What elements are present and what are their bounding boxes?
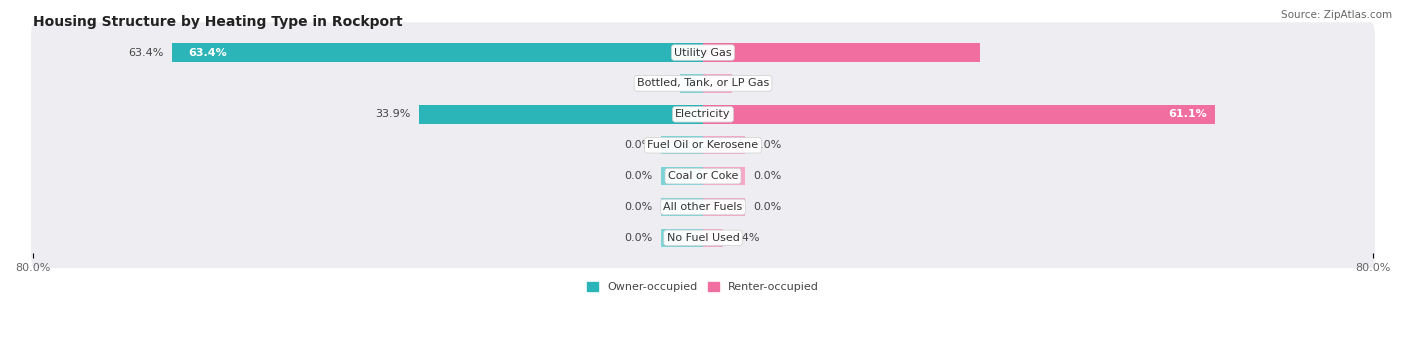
Bar	[661, 136, 703, 154]
Text: 2.4%: 2.4%	[731, 233, 761, 243]
FancyBboxPatch shape	[31, 208, 1375, 268]
Bar	[419, 105, 703, 123]
Text: 63.4%: 63.4%	[128, 47, 163, 58]
Text: 0.0%: 0.0%	[754, 171, 782, 181]
Text: 2.7%: 2.7%	[644, 78, 672, 88]
Bar	[703, 228, 723, 247]
Bar	[703, 74, 733, 93]
Bar	[661, 167, 703, 186]
Text: 0.0%: 0.0%	[624, 233, 652, 243]
Text: Source: ZipAtlas.com: Source: ZipAtlas.com	[1281, 10, 1392, 20]
Text: 0.0%: 0.0%	[754, 140, 782, 150]
Text: Bottled, Tank, or LP Gas: Bottled, Tank, or LP Gas	[637, 78, 769, 88]
Legend: Owner-occupied, Renter-occupied: Owner-occupied, Renter-occupied	[583, 278, 823, 295]
Text: 61.1%: 61.1%	[1168, 109, 1206, 119]
Text: 0.0%: 0.0%	[624, 202, 652, 212]
Text: Electricity: Electricity	[675, 109, 731, 119]
Text: 33.9%: 33.9%	[375, 109, 411, 119]
FancyBboxPatch shape	[31, 177, 1375, 237]
Bar	[703, 105, 1215, 123]
Bar	[681, 74, 703, 93]
FancyBboxPatch shape	[31, 53, 1375, 114]
Bar	[661, 198, 703, 216]
FancyBboxPatch shape	[31, 146, 1375, 206]
Bar	[661, 228, 703, 247]
Bar	[703, 198, 745, 216]
Text: 63.4%: 63.4%	[188, 47, 228, 58]
Text: All other Fuels: All other Fuels	[664, 202, 742, 212]
Text: 0.0%: 0.0%	[754, 202, 782, 212]
Bar	[172, 43, 703, 62]
FancyBboxPatch shape	[31, 84, 1375, 145]
Bar	[703, 167, 745, 186]
Bar	[703, 43, 980, 62]
Text: Fuel Oil or Kerosene: Fuel Oil or Kerosene	[647, 140, 759, 150]
Text: No Fuel Used: No Fuel Used	[666, 233, 740, 243]
Text: Housing Structure by Heating Type in Rockport: Housing Structure by Heating Type in Roc…	[32, 15, 402, 29]
Text: 0.0%: 0.0%	[624, 140, 652, 150]
Bar	[703, 136, 745, 154]
FancyBboxPatch shape	[31, 22, 1375, 83]
Text: 0.0%: 0.0%	[624, 171, 652, 181]
Text: 3.5%: 3.5%	[741, 78, 769, 88]
FancyBboxPatch shape	[31, 115, 1375, 176]
Text: Coal or Coke: Coal or Coke	[668, 171, 738, 181]
Text: Utility Gas: Utility Gas	[675, 47, 731, 58]
